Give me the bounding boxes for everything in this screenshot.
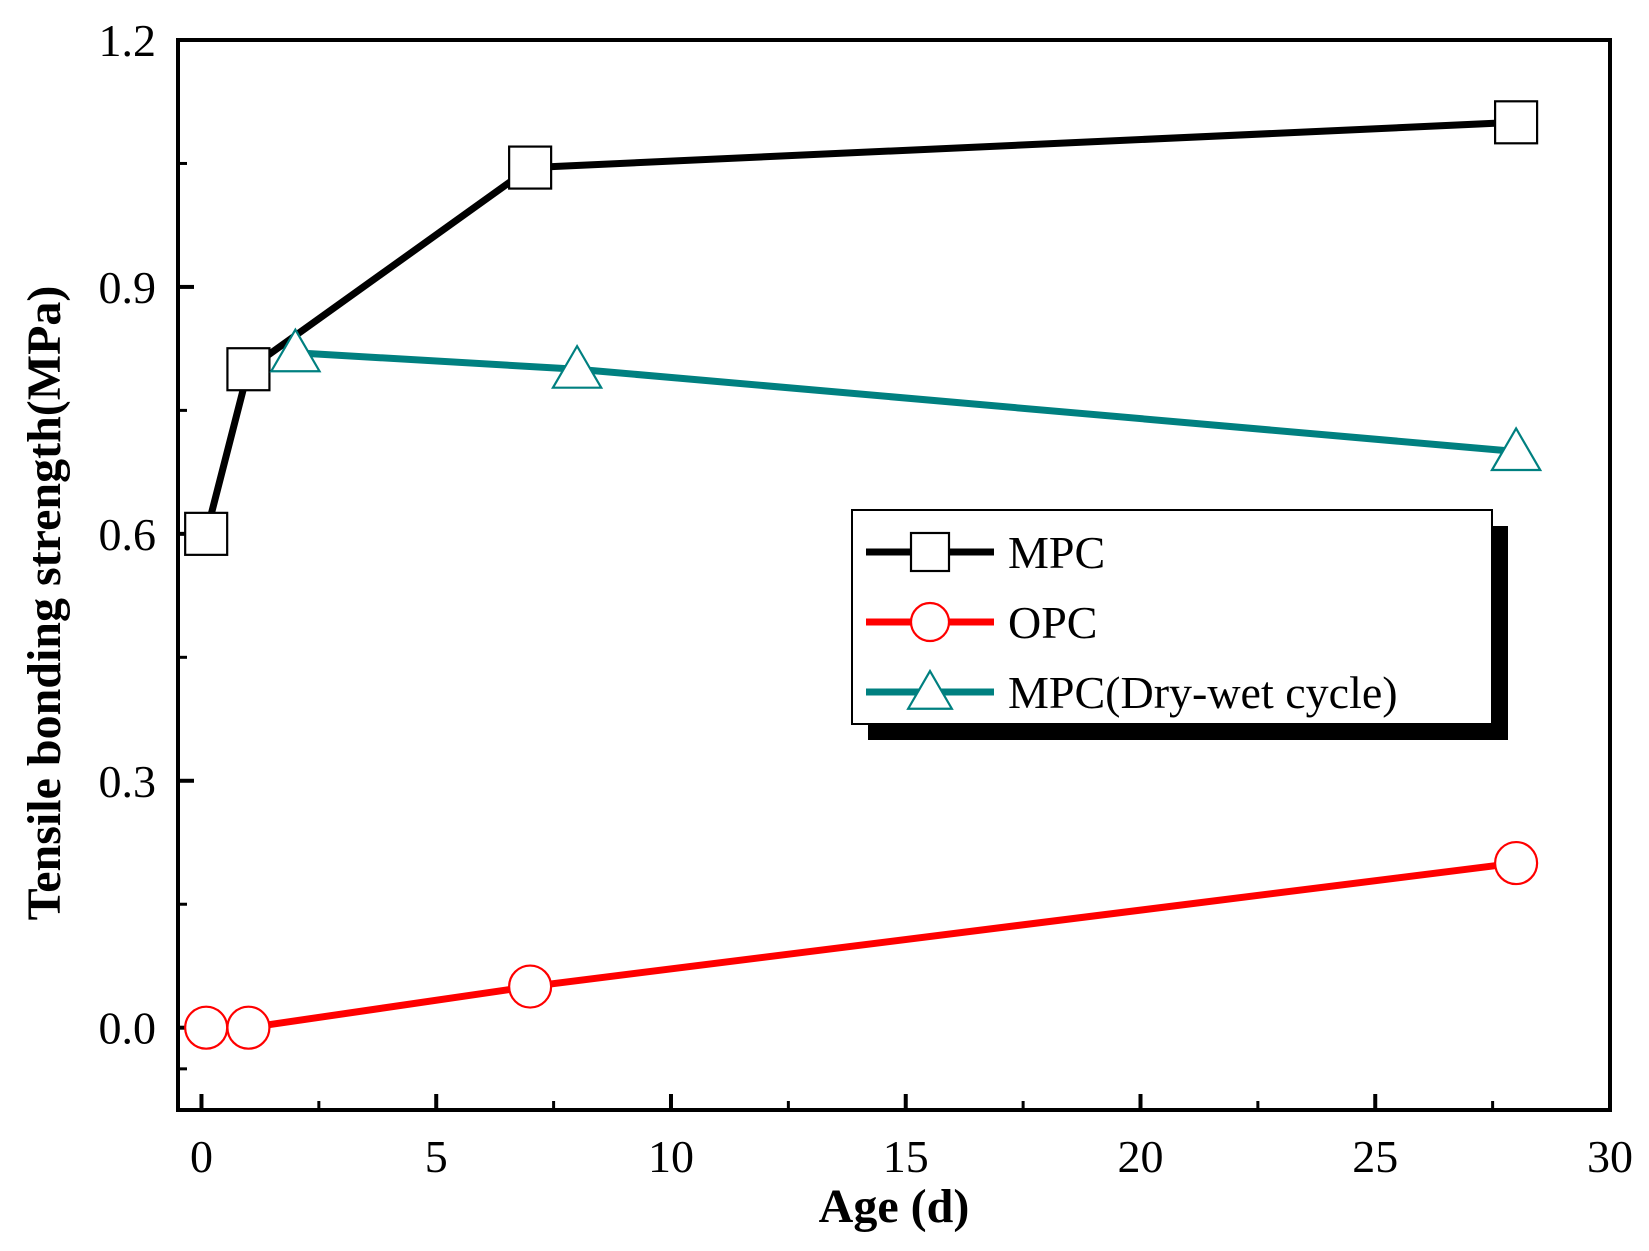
series-mpc-dry-wet-cycle: [269, 327, 1543, 472]
legend-item: MPC: [866, 527, 1105, 578]
y-axis-ticks: 0.0 0.3 0.6 0.9 1.2: [99, 15, 194, 1071]
series-line: [295, 349, 1517, 456]
x-tick-label: 15: [883, 1131, 929, 1182]
legend-item: OPC: [866, 597, 1097, 648]
circle-marker: [184, 1005, 229, 1050]
y-tick-label: 0.0: [99, 1003, 157, 1054]
x-tick-label: 30: [1587, 1131, 1633, 1182]
square-marker: [508, 145, 553, 190]
plot-frame: [176, 38, 1612, 1112]
series-line: [206, 859, 1517, 1032]
x-tick-label: 10: [648, 1131, 694, 1182]
y-tick-label: 1.2: [99, 15, 157, 66]
square-marker: [184, 511, 229, 556]
circle-marker: [226, 1005, 271, 1050]
x-axis-ticks: 0 5 10 15 20 25 30: [190, 1094, 1633, 1182]
y-axis-title: Tensile bonding strength(MPa): [18, 286, 71, 921]
series-mpc: [184, 100, 1539, 556]
series-layer: [184, 100, 1543, 1050]
x-tick-label: 0: [190, 1131, 213, 1182]
circle-marker: [909, 601, 951, 643]
square-marker: [1493, 100, 1539, 145]
triangle-marker: [906, 668, 954, 710]
x-tick-label: 5: [425, 1131, 448, 1182]
legend-label: OPC: [1008, 597, 1097, 648]
circle-marker: [508, 964, 553, 1009]
legend-label: MPC(Dry-wet cycle): [1008, 667, 1398, 718]
triangle-marker: [1490, 426, 1543, 472]
square-marker: [226, 347, 271, 392]
legend-label: MPC: [1008, 527, 1105, 578]
x-tick-label: 20: [1117, 1131, 1163, 1182]
series-opc: [184, 840, 1539, 1050]
x-tick-label: 25: [1352, 1131, 1398, 1182]
triangle-marker: [269, 327, 322, 373]
circle-marker: [1493, 840, 1539, 886]
triangle-marker: [551, 343, 604, 389]
y-tick-label: 0.6: [99, 509, 157, 560]
legend-box: [851, 509, 1493, 725]
x-axis-title: Age (d): [819, 1180, 970, 1233]
legend: MPC OPC MPC(Dry-wet cycle): [851, 509, 1508, 740]
y-tick-label: 0.9: [99, 262, 157, 313]
series-line: [202, 118, 1517, 535]
legend-item: MPC(Dry-wet cycle): [866, 667, 1398, 718]
square-marker: [909, 531, 951, 573]
y-tick-label: 0.3: [99, 756, 157, 807]
